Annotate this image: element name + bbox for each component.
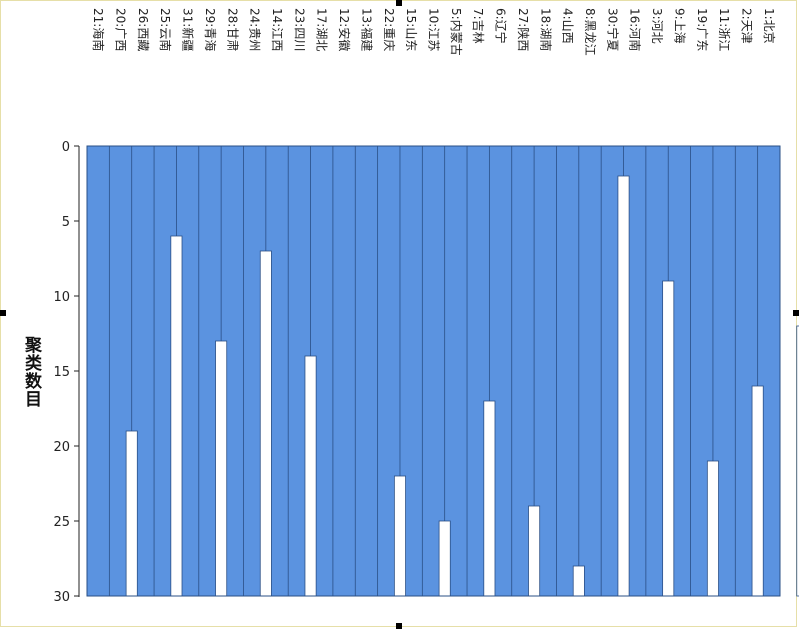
- merge-gap: [662, 280, 675, 597]
- case-label: 10:江苏: [427, 8, 441, 51]
- y-axis-label: 聚类数目: [21, 336, 41, 408]
- merge-gap: [304, 355, 317, 597]
- resize-handle-right[interactable]: [793, 310, 799, 316]
- case-label: 22:重庆: [382, 8, 396, 51]
- merge-gap: [572, 565, 585, 597]
- case-label: 15:山东: [404, 8, 418, 51]
- case-label: 16:河南: [628, 8, 643, 51]
- merge-gap: [393, 475, 406, 597]
- merge-gap: [438, 520, 451, 597]
- case-label: 17:湖北: [315, 8, 330, 51]
- case-label: 24:贵州: [248, 8, 262, 51]
- case-label: 8:黑龙江: [583, 8, 597, 56]
- case-label: 27:陕西: [516, 8, 531, 51]
- merge-gap: [215, 340, 228, 597]
- case-label: 28:甘肃: [225, 8, 239, 51]
- y-tick-label: 20: [53, 440, 70, 455]
- merge-gap: [617, 175, 630, 597]
- case-label: 4:山西: [561, 8, 575, 44]
- merge-gap: [125, 430, 138, 597]
- merge-gap: [170, 235, 183, 597]
- y-tick-label: 15: [53, 365, 70, 380]
- case-label: 5:内蒙古: [449, 8, 464, 56]
- case-label: 13:福建: [359, 8, 374, 51]
- case-label: 20:广西: [114, 8, 128, 51]
- merge-gap: [796, 325, 799, 597]
- case-label: 21:海南: [91, 8, 106, 51]
- y-tick-label: 30: [53, 590, 70, 605]
- merge-gap: [706, 460, 719, 597]
- case-label: 2:天津: [739, 8, 753, 44]
- resize-handle-left[interactable]: [0, 310, 6, 316]
- case-label: 30:宁夏: [605, 8, 620, 51]
- case-label: 9:上海: [672, 8, 687, 44]
- plot-outline: [86, 145, 781, 597]
- case-label: 11:浙江: [717, 8, 731, 51]
- case-label: 12:安徽: [337, 8, 352, 51]
- case-label: 3:河北: [650, 8, 664, 44]
- y-tick-label: 0: [62, 140, 70, 155]
- case-label: 7:吉林: [471, 8, 485, 44]
- y-tick-label: 25: [53, 515, 70, 530]
- case-label: 31:新疆: [181, 8, 196, 51]
- merge-gap: [528, 505, 541, 597]
- resize-handle-bottom[interactable]: [396, 623, 402, 629]
- case-label: 18:湖南: [538, 8, 553, 51]
- cluster-area: [87, 146, 780, 596]
- merge-gap: [483, 400, 496, 597]
- case-label: 1:北京: [762, 8, 776, 44]
- case-label: 23:四川: [292, 8, 306, 51]
- case-label: 14:江西: [270, 8, 284, 51]
- merge-gap: [751, 385, 764, 597]
- case-label: 6:辽宁: [494, 8, 509, 44]
- merge-gap: [259, 250, 272, 597]
- y-tick-label: 10: [53, 290, 70, 305]
- resize-handle-top[interactable]: [396, 0, 402, 6]
- case-label: 19:广东: [695, 8, 709, 51]
- y-tick-label: 5: [62, 215, 70, 230]
- case-label: 25:云南: [158, 8, 173, 51]
- case-label: 29:青海: [203, 8, 218, 51]
- case-label: 26:西藏: [136, 8, 150, 51]
